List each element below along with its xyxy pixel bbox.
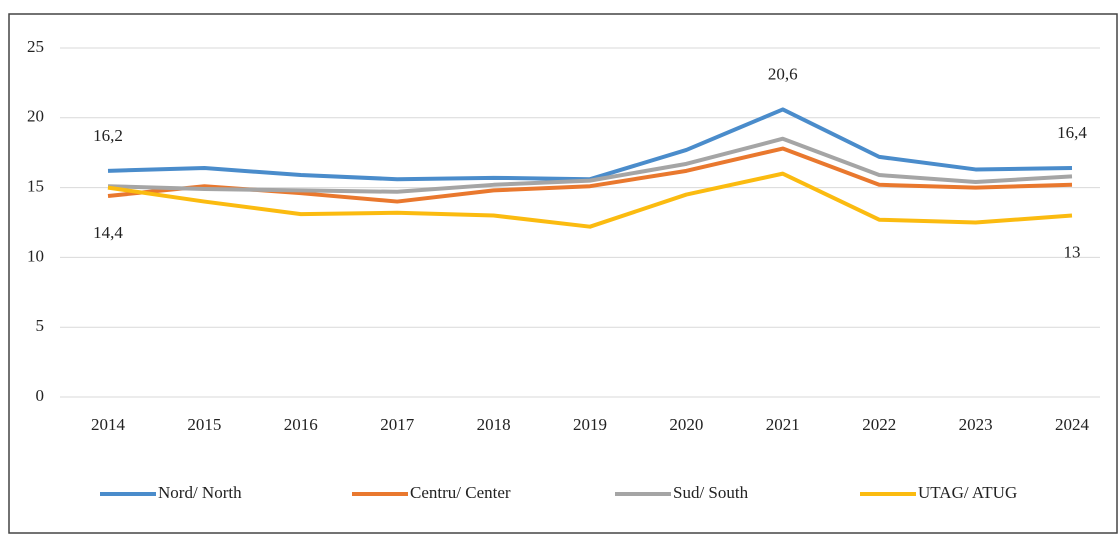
- x-tick-label: 2015: [187, 415, 221, 434]
- legend-label: Nord/ North: [158, 483, 242, 502]
- x-tick-label: 2017: [380, 415, 415, 434]
- x-tick-label: 2024: [1055, 415, 1090, 434]
- series-line: [107, 171, 1073, 229]
- legend-label: Sud/ South: [673, 483, 749, 502]
- data-label: 20,6: [768, 64, 798, 83]
- legend-label: Centru/ Center: [410, 483, 511, 502]
- y-tick-label: 15: [27, 177, 44, 196]
- data-label: 13: [1064, 242, 1081, 261]
- x-tick-label: 2023: [959, 415, 993, 434]
- data-label: 16,2: [93, 126, 123, 145]
- x-tick-label: 2022: [862, 415, 896, 434]
- x-tick-label: 2021: [766, 415, 800, 434]
- y-tick-label: 5: [36, 316, 45, 335]
- chart-frame: [8, 13, 1118, 534]
- x-tick-label: 2014: [91, 415, 126, 434]
- x-tick-label: 2020: [669, 415, 703, 434]
- y-tick-label: 25: [27, 37, 44, 56]
- data-label: 16,4: [1057, 123, 1087, 142]
- series-line: [107, 136, 1073, 194]
- x-tick-label: 2018: [477, 415, 511, 434]
- x-tick-label: 2016: [284, 415, 318, 434]
- y-tick-label: 20: [27, 107, 44, 126]
- y-tick-label: 0: [36, 386, 45, 405]
- y-tick-label: 10: [27, 246, 44, 265]
- data-label: 14,4: [93, 223, 123, 242]
- x-tick-label: 2019: [573, 415, 607, 434]
- legend-label: UTAG/ ATUG: [918, 483, 1017, 502]
